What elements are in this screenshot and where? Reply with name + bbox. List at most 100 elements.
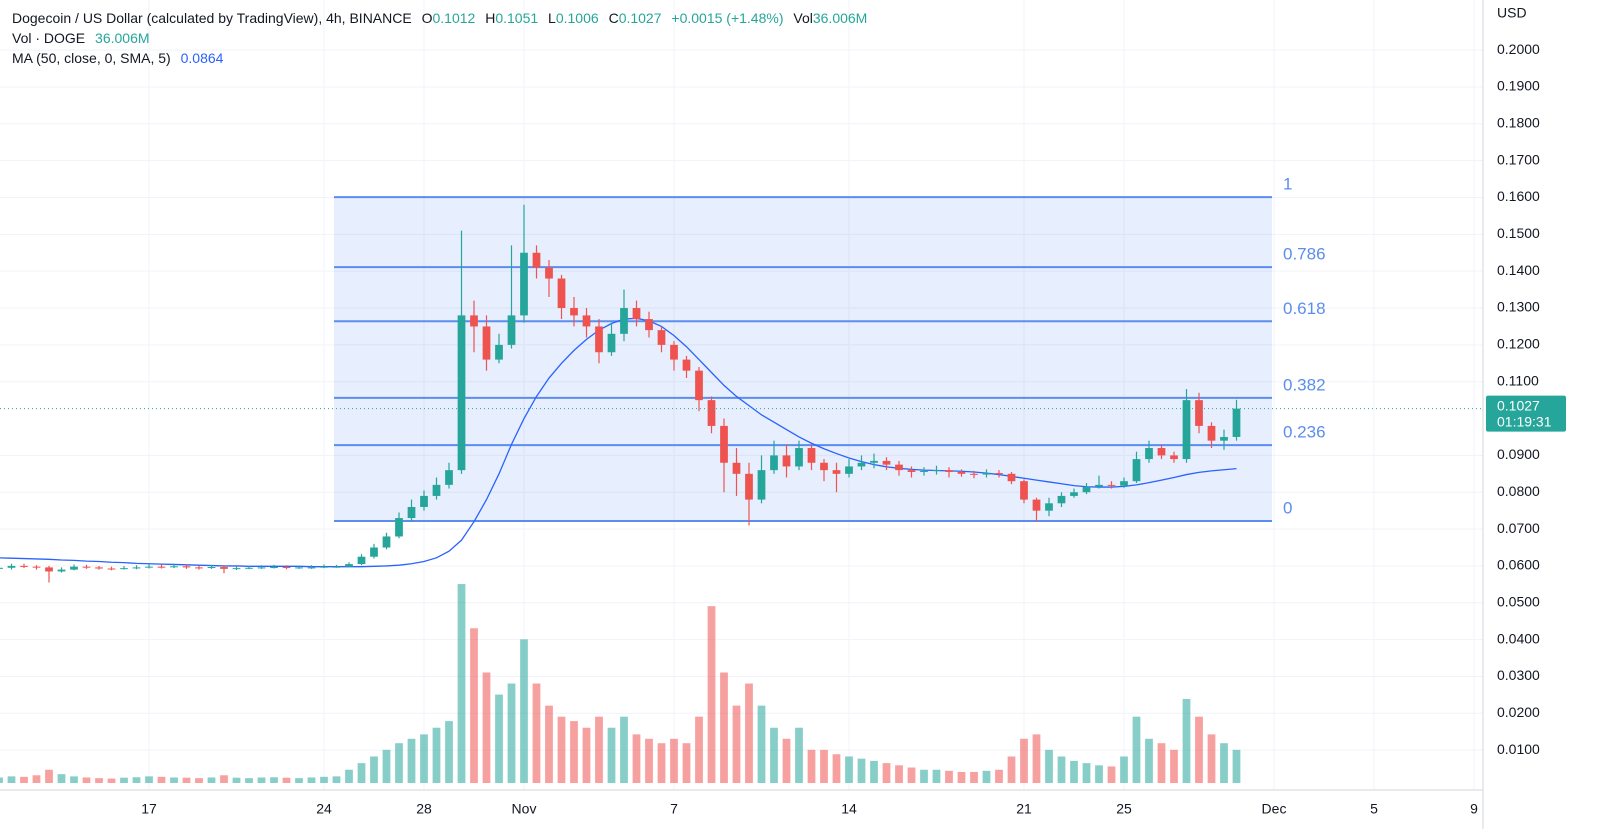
grid-layer xyxy=(0,0,1483,790)
candle-body xyxy=(882,460,891,465)
candle-body xyxy=(170,566,178,568)
volume-bar xyxy=(95,778,103,783)
volume-bar xyxy=(107,778,116,783)
low-label: L xyxy=(548,10,556,26)
volume-bar xyxy=(82,777,91,783)
volume-bar xyxy=(432,727,441,783)
volume-bar xyxy=(557,716,566,783)
candle-body xyxy=(220,567,228,569)
candle-body xyxy=(845,466,853,474)
volume-bar xyxy=(782,738,791,783)
volume-bar xyxy=(470,628,478,783)
volume-bar xyxy=(1082,763,1091,783)
candle-body xyxy=(57,569,66,572)
volume-bar xyxy=(307,777,316,783)
candle-body xyxy=(657,330,666,345)
candle-body xyxy=(20,565,28,567)
candle-body xyxy=(7,565,16,568)
candle-body xyxy=(995,473,1003,475)
candle-body xyxy=(732,462,741,474)
candle-body xyxy=(1032,499,1041,511)
candle-body xyxy=(332,566,341,568)
volume-bar xyxy=(570,721,578,783)
volume-bar xyxy=(1220,743,1228,783)
volume-bar xyxy=(1170,749,1178,783)
x-tick-label: 25 xyxy=(1116,801,1132,817)
volume-bar xyxy=(32,775,41,783)
volume-bar xyxy=(645,738,653,783)
volume-bar xyxy=(857,758,866,783)
volume-bar xyxy=(1207,734,1216,783)
volume-bar xyxy=(757,705,766,783)
volume-bar xyxy=(632,734,641,783)
volume-bar xyxy=(1020,738,1028,783)
candle-body xyxy=(182,566,191,568)
candle-body xyxy=(707,400,716,426)
candle-body xyxy=(770,455,778,471)
x-tick-label: Nov xyxy=(512,801,537,817)
y-tick-label: 0.2000 xyxy=(1497,41,1540,57)
volume-bar xyxy=(1145,738,1153,783)
volume-bar xyxy=(132,777,141,783)
candle-body xyxy=(1145,448,1153,460)
volume-bar xyxy=(932,769,941,783)
candle-body xyxy=(1070,492,1078,496)
volume-bar xyxy=(982,770,991,783)
candle-body xyxy=(395,518,403,537)
volume-bar xyxy=(245,778,253,783)
volume-bar xyxy=(257,777,266,783)
candle-body xyxy=(620,308,628,334)
volume-bar xyxy=(1157,743,1166,783)
candle-body xyxy=(1232,408,1241,437)
candle-body xyxy=(782,455,791,467)
volume-bar xyxy=(70,776,78,783)
candle-body xyxy=(70,566,78,570)
y-tick-label: 0.1700 xyxy=(1497,151,1540,167)
volume-bar xyxy=(220,775,228,783)
ma-legend: MA (50, close, 0, SMA, 5) 0.0864 xyxy=(12,50,224,66)
volume-bar xyxy=(907,767,916,783)
y-tick-label: 0.1600 xyxy=(1497,188,1540,204)
candle-body xyxy=(670,344,678,360)
candle-body xyxy=(557,278,566,309)
volume-bar xyxy=(870,760,878,783)
volume-bar xyxy=(595,716,603,783)
volume-bar xyxy=(1057,756,1066,783)
volume-bar xyxy=(382,749,391,783)
candle-body xyxy=(907,470,916,472)
candle-body xyxy=(370,547,378,557)
volume-bar xyxy=(607,727,616,783)
candle-body xyxy=(820,462,828,471)
y-tick-label: 0.0600 xyxy=(1497,557,1540,573)
candle-body xyxy=(420,495,428,507)
x-tick-label: 7 xyxy=(670,801,678,817)
candle-body xyxy=(382,536,391,548)
volume-bar xyxy=(145,776,153,783)
candle-body xyxy=(595,326,603,353)
time-axis-panel xyxy=(0,790,1483,829)
fib-level-label: 0.786 xyxy=(1283,245,1326,264)
candle-body xyxy=(445,470,453,485)
volume-study: Vol · DOGE xyxy=(12,30,85,46)
fib-level-label: 0.236 xyxy=(1283,423,1326,442)
candle-body xyxy=(270,567,278,569)
y-tick-label: 0.0100 xyxy=(1497,741,1540,757)
volume-bar xyxy=(232,777,241,783)
candle-body xyxy=(1157,448,1166,456)
x-tick-label: 17 xyxy=(141,801,157,817)
y-tick-label: 0.0400 xyxy=(1497,630,1540,646)
candle-body xyxy=(795,448,803,467)
x-tick-label: 28 xyxy=(416,801,432,817)
volume-bar xyxy=(695,716,703,783)
candle-body xyxy=(195,567,203,569)
fib-level-label: 0.618 xyxy=(1283,299,1326,318)
volume-bar xyxy=(345,769,353,783)
ma-layer xyxy=(0,317,1237,568)
volume-bar xyxy=(820,749,828,783)
candle-body xyxy=(95,567,103,569)
vol-value: 36.006M xyxy=(813,10,867,26)
candle-body xyxy=(457,315,466,471)
volume-bar xyxy=(395,743,403,783)
volume-bar xyxy=(520,639,528,783)
